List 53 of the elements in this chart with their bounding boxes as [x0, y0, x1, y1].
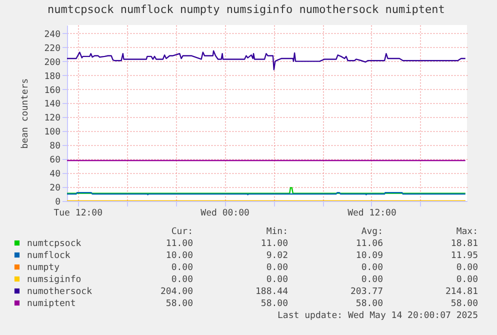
- y-tick-label: 40: [50, 170, 60, 180]
- text: 0.00: [456, 263, 478, 273]
- y-tick-label: 0: [55, 198, 60, 208]
- y-tick-label: 20: [50, 184, 60, 194]
- text: 203.77: [350, 287, 383, 297]
- y-tick-label: 80: [50, 142, 60, 152]
- text: Min:: [266, 227, 288, 237]
- y-tick-label: 140: [44, 100, 60, 110]
- y-tick-label: 240: [44, 30, 60, 40]
- text: 11.95: [450, 251, 478, 261]
- y-tick-label: 120: [44, 114, 60, 124]
- text: 58.00: [166, 299, 193, 309]
- text: 11.00: [166, 239, 193, 249]
- text: 58.00: [260, 299, 288, 309]
- text: 58.00: [450, 299, 478, 309]
- y-axis-title: bean counters: [20, 78, 30, 149]
- text: 10.00: [166, 251, 193, 261]
- x-tick-label: Tue 12:00: [54, 208, 103, 218]
- text: 58.00: [356, 299, 383, 309]
- x-tick-label: Wed 00:00: [200, 208, 250, 218]
- text: 0.00: [361, 263, 383, 273]
- legend-label: numflock: [27, 251, 71, 261]
- y-tick-label: 200: [44, 58, 60, 68]
- x-tick-label: Wed 12:00: [348, 208, 396, 218]
- legend-label: numsiginfo: [27, 275, 82, 285]
- y-tick-label: 60: [50, 156, 60, 166]
- y-tick-label: 100: [44, 128, 60, 138]
- text: 0.00: [456, 275, 478, 285]
- legend-label: numpty: [27, 263, 60, 273]
- text: Max:: [456, 227, 478, 237]
- text: 188.44: [255, 287, 288, 297]
- text: 0.00: [171, 263, 193, 273]
- y-tick-label: 220: [44, 44, 60, 54]
- text: 9.02: [266, 251, 288, 261]
- legend-label: numtcpsock: [27, 239, 82, 249]
- y-tick-label: 180: [44, 72, 60, 82]
- text: 11.00: [260, 239, 288, 249]
- text: 18.81: [450, 239, 478, 249]
- legend-label: numiptent: [27, 299, 76, 309]
- text: 10.09: [356, 251, 383, 261]
- text: 214.81: [445, 287, 478, 297]
- legend-label: numothersock: [27, 287, 93, 297]
- text: Last update: Wed May 14 20:00:07 2025: [278, 311, 478, 321]
- chart-title: numtcpsock numflock numpty numsiginfo numothersock numiptent: [48, 3, 445, 16]
- text: Cur:: [171, 227, 193, 237]
- text: 0.00: [266, 275, 288, 285]
- text: 204.00: [160, 287, 193, 297]
- text: 11.06: [356, 239, 383, 249]
- text: 0.00: [361, 275, 383, 285]
- y-tick-label: 160: [44, 86, 60, 96]
- text: 0.00: [266, 263, 288, 273]
- text: Avg:: [361, 227, 383, 237]
- text: 0.00: [171, 275, 193, 285]
